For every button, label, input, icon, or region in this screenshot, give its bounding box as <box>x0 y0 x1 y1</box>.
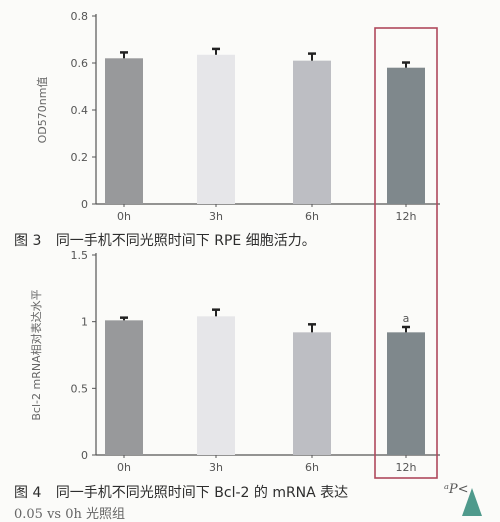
x-tick-label: 0h <box>117 210 131 223</box>
figure-3-label: 图 3 <box>14 233 42 249</box>
figure-4-caption-line2: 0.05 vs 0h 光照组 <box>14 507 126 522</box>
x-tick-label: 6h <box>305 461 319 474</box>
bar-0h <box>105 320 143 455</box>
y-tick-label: 0.6 <box>71 57 89 70</box>
x-tick-label: 6h <box>305 210 319 223</box>
figure-4-label: 图 4 <box>14 485 42 501</box>
y-tick-label: 0 <box>81 198 88 211</box>
x-tick-label: 0h <box>117 461 131 474</box>
y-tick-label: 0.8 <box>71 10 89 23</box>
y-tick-label: 0.2 <box>71 151 89 164</box>
y-tick-label: 1.5 <box>71 249 89 262</box>
y-tick-label: 0 <box>81 449 88 462</box>
figure-3-caption: 图 3 同一手机不同光照时间下 RPE 细胞活力。 <box>14 230 316 250</box>
bar-6h <box>293 332 331 455</box>
x-tick-label: 3h <box>209 210 223 223</box>
y-tick-label: 1 <box>81 316 88 329</box>
figure-4-caption: 图 4 同一手机不同光照时间下 Bcl-2 的 mRNA 表达 <box>14 482 348 502</box>
y-tick-label: 0.4 <box>71 104 89 117</box>
bar-3h <box>197 316 235 455</box>
y-axis-label: Bcl-2 mRNA相对表达水平 <box>29 289 43 420</box>
chart-cell-viability: 0 0.2 0.4 0.6 0.8 OD570nm值 0h 3h 6h 12h <box>36 10 440 223</box>
bar-12h <box>387 67 425 204</box>
bar-12h <box>387 332 425 455</box>
figure-4-text: 同一手机不同光照时间下 Bcl-2 的 mRNA 表达 <box>55 485 349 501</box>
x-tick-label: 12h <box>396 461 417 474</box>
chart-bcl2-expression: 0 0.5 1 1.5 Bcl-2 mRNA相对表达水平 0h 3h 6h 12h a <box>29 249 440 474</box>
bar-3h <box>197 54 235 205</box>
bar-0h <box>105 58 143 204</box>
significance-mark: a <box>403 312 410 325</box>
x-tick-label: 12h <box>396 210 417 223</box>
x-tick-label: 3h <box>209 461 223 474</box>
highlight-box-12h <box>374 27 438 479</box>
bar-6h <box>293 60 331 205</box>
arrow-marker <box>462 488 482 516</box>
y-tick-label: 0.5 <box>71 382 89 395</box>
y-axis-label: OD570nm值 <box>36 77 49 144</box>
figure-3-text: 同一手机不同光照时间下 RPE 细胞活力。 <box>55 233 316 249</box>
